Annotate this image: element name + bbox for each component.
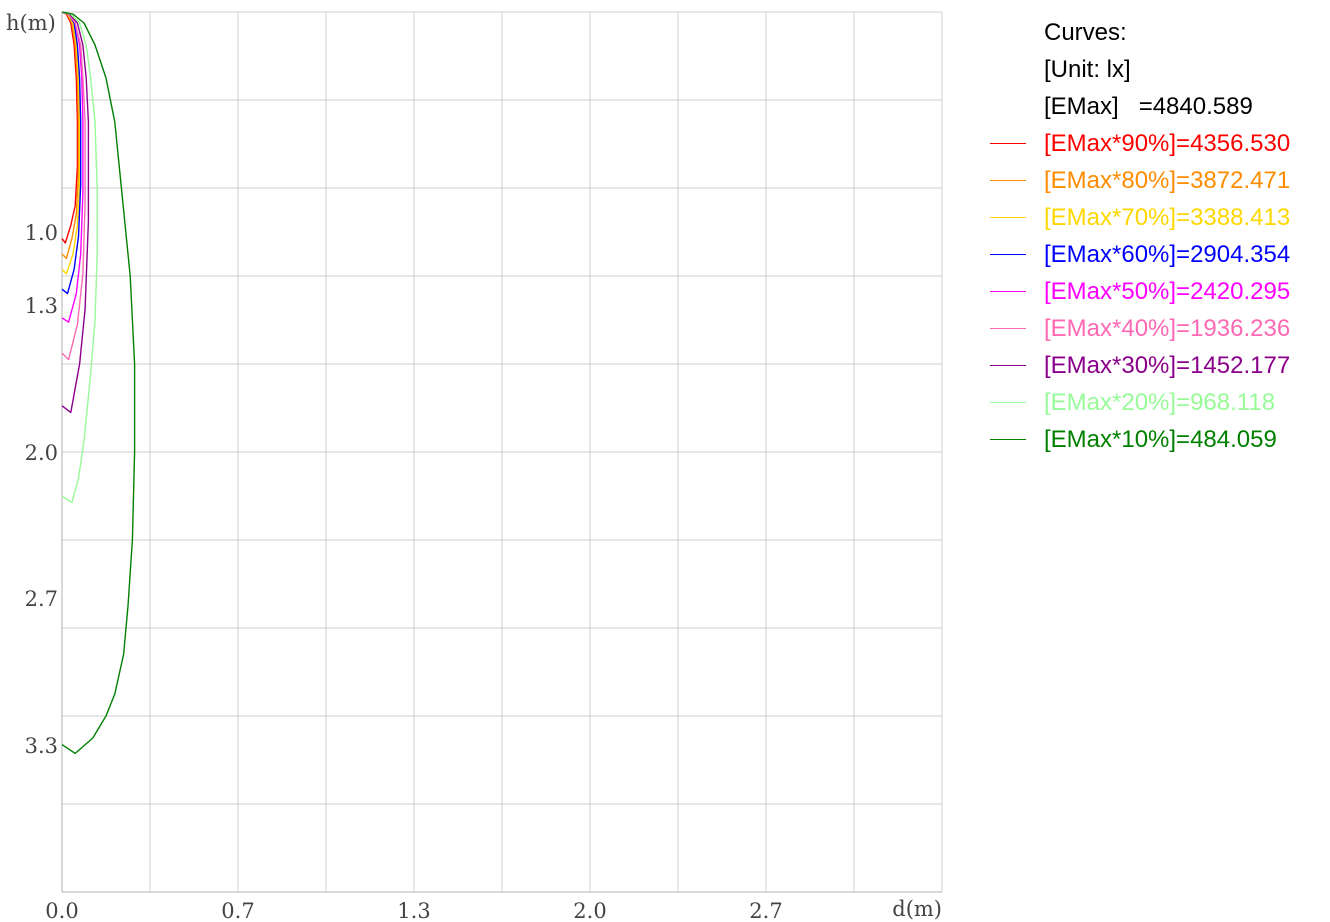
legend-label: [EMax*60%]=2904.354	[1044, 241, 1291, 268]
x-tick-label: 0.7	[221, 899, 254, 922]
legend-header-text: [EMax] =4840.589	[1044, 93, 1253, 120]
series-line-8	[61, 11, 98, 504]
legend-label: [EMax*90%]=4356.530	[1044, 130, 1291, 157]
x-axis-label: d(m)	[892, 897, 942, 921]
y-tick-label: 1.3	[25, 294, 58, 318]
legend-item: [EMax*90%]=4356.530	[990, 125, 1290, 162]
legend-label: [EMax*20%]=968.118	[1044, 389, 1276, 416]
x-tick-label: 1.3	[397, 899, 430, 922]
series-line-1	[61, 11, 79, 244]
legend-swatch	[990, 180, 1026, 181]
legend-swatch	[990, 402, 1026, 403]
legend-item: [EMax*60%]=2904.354	[990, 236, 1290, 273]
y-tick-label: 2.0	[25, 441, 58, 465]
series-line-3	[61, 11, 81, 275]
legend-label: [EMax*10%]=484.059	[1044, 426, 1277, 453]
y-axis-label: h(m)	[6, 11, 56, 35]
legend-label: [EMax*40%]=1936.236	[1044, 315, 1291, 342]
series-line-9	[61, 11, 136, 755]
legend-label: [EMax*50%]=2420.295	[1044, 278, 1291, 305]
legend-item: [EMax*20%]=968.118	[990, 384, 1290, 421]
legend-swatch	[990, 254, 1026, 255]
legend-item: [EMax*10%]=484.059	[990, 421, 1290, 458]
y-tick-label: 3.3	[25, 734, 58, 758]
y-tick-label: 2.7	[25, 587, 58, 611]
legend-label: [EMax*70%]=3388.413	[1044, 204, 1291, 231]
legend: Curves: [Unit: lx] [EMax] =4840.589 [EMax*9…	[990, 14, 1290, 458]
legend-swatch	[990, 439, 1026, 440]
x-tick-label: 2.0	[573, 899, 606, 922]
legend-header-row: Curves:	[990, 14, 1290, 51]
legend-header-text: [Unit: lx]	[1044, 56, 1131, 83]
legend-item: [EMax*50%]=2420.295	[990, 273, 1290, 310]
legend-swatch	[990, 143, 1026, 144]
y-tick-label: 1.0	[25, 221, 58, 245]
series-line-6	[61, 11, 86, 361]
legend-item: [EMax*30%]=1452.177	[990, 347, 1290, 384]
series-line-7	[61, 11, 90, 414]
legend-header-text: Curves:	[1044, 19, 1127, 46]
legend-label: [EMax*30%]=1452.177	[1044, 352, 1291, 379]
x-tick-label: 0.0	[45, 899, 78, 922]
legend-item: [EMax*80%]=3872.471	[990, 162, 1290, 199]
legend-header-row: [EMax] =4840.589	[990, 88, 1290, 125]
legend-swatch	[990, 217, 1026, 218]
legend-header-row: [Unit: lx]	[990, 51, 1290, 88]
legend-swatch	[990, 291, 1026, 292]
legend-item: [EMax*70%]=3388.413	[990, 199, 1290, 236]
legend-swatch	[990, 365, 1026, 366]
legend-label: [EMax*80%]=3872.471	[1044, 167, 1291, 194]
x-tick-label: 2.7	[749, 899, 782, 922]
legend-swatch	[990, 328, 1026, 329]
legend-item: [EMax*40%]=1936.236	[990, 310, 1290, 347]
